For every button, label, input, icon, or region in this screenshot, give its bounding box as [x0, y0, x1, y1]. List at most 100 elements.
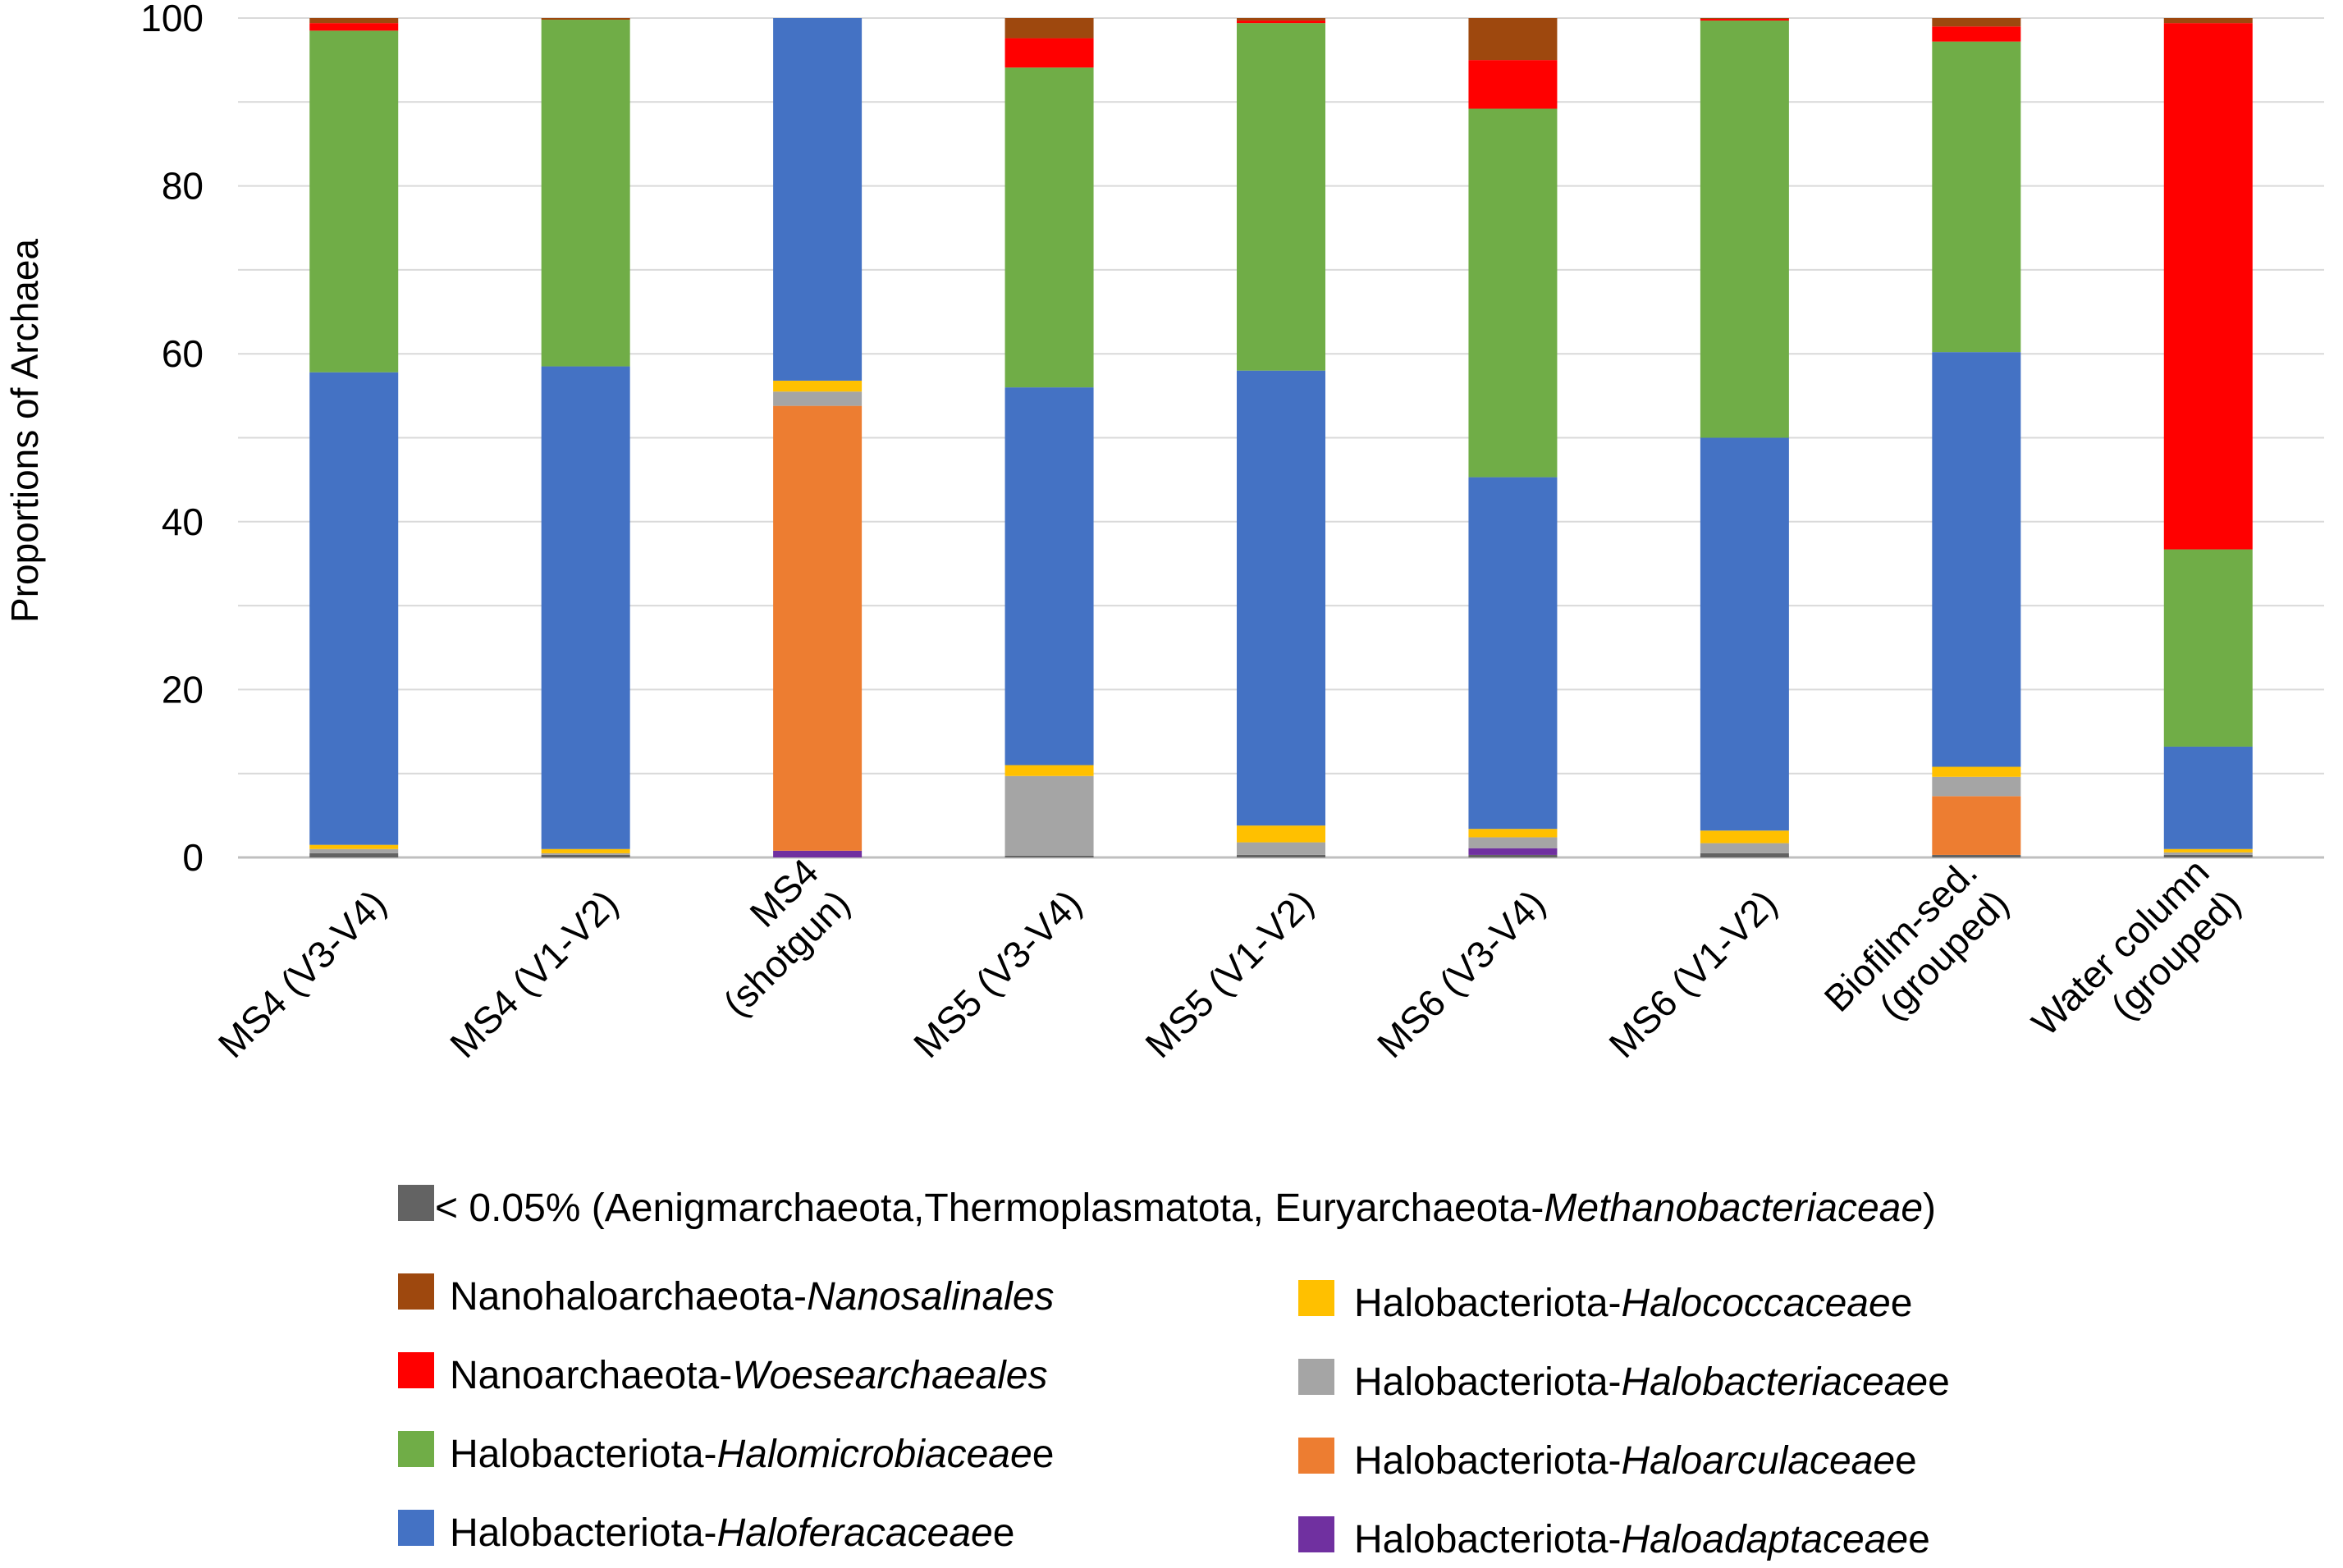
bar-segment-halococcaceae	[1237, 825, 1325, 843]
legend-item-haloarculaceae: Halobacteriota-Haloarculaceaee	[1298, 1438, 1917, 1483]
bar-segment-lt005	[1700, 853, 1789, 857]
bar-stack	[2163, 18, 2253, 857]
legend-item-halococcaceae: Halobacteriota-Halococcaceaee	[1298, 1280, 1912, 1325]
bar-segment-lt005	[2163, 854, 2253, 857]
x-category-label: MS4(shotgun)	[684, 850, 858, 1024]
legend: < 0.05% (Aenigmarchaeota,Thermoplasmatot…	[398, 1185, 1950, 1561]
y-axis-title: Proportions of Archaea	[3, 239, 46, 623]
bar-segment-woesearchaeales	[1700, 19, 1789, 21]
bar-segment-halomicrobiaceae	[1932, 41, 2021, 353]
bar-segment-halomicrobiaceae	[1700, 21, 1789, 438]
bar-segment-haloferacaceae	[1700, 437, 1789, 831]
y-tick-label: 80	[162, 165, 204, 208]
bar-segment-lt005	[1237, 854, 1325, 857]
bar-segment-halococcaceae	[2163, 848, 2253, 853]
bar-segment-nanosalinales	[2163, 18, 2253, 24]
y-tick-label: 100	[140, 0, 204, 39]
bar-segment-haloferacaceae	[541, 366, 630, 849]
bar-segment-haloferacaceae	[309, 372, 399, 845]
legend-item-halomicrobiaceae: Halobacteriota-Halomicrobiaceaee	[398, 1431, 1054, 1476]
x-category-label-line: MS5 (V1-V2)	[1137, 881, 1321, 1066]
legend-swatch	[398, 1185, 434, 1221]
bar-segment-halococcaceae	[541, 848, 630, 853]
bar-segment-halobacteriaceae	[541, 853, 630, 855]
x-axis-category-labels: MS4 (V3-V4) MS4 (V1-V2) MS4(shotgun) MS5 (V…	[210, 850, 2249, 1075]
legend-swatch	[398, 1273, 434, 1310]
bar-segment-haloferacaceae	[1468, 477, 1558, 830]
bar-stack	[541, 18, 630, 857]
x-category-label: MS5 (V3-V4)	[905, 881, 1090, 1066]
x-category-label: Biofilm-sed.(grouped)	[1816, 850, 2017, 1051]
y-tick-label: 0	[182, 836, 204, 879]
x-category-label: MS6 (V1-V2)	[1600, 881, 1785, 1066]
bar-segment-halomicrobiaceae	[2163, 549, 2253, 747]
bar-segment-halobacteriaceae	[2163, 852, 2253, 855]
y-tick-label: 40	[162, 501, 204, 543]
legend-label: < 0.05% (Aenigmarchaeota,Thermoplasmatot…	[435, 1186, 1936, 1230]
y-tick-label: 20	[162, 668, 204, 711]
legend-swatch	[1298, 1359, 1334, 1395]
legend-label: Halobacteriota-Halobacteriaceaee	[1354, 1360, 1950, 1404]
bar-segment-nanosalinales	[1700, 18, 1789, 20]
bar-stack	[1700, 18, 1789, 857]
bar-segment-haloadaptaceae	[1468, 848, 1558, 855]
bar-segment-woesearchaeales	[309, 23, 399, 31]
x-category-label: Water column(grouped)	[2024, 850, 2249, 1075]
bar-segment-halobacteriaceae	[1004, 775, 1094, 856]
bar-stacks	[309, 18, 2253, 857]
bar-segment-halobacteriaceae	[309, 848, 399, 853]
legend-swatch	[398, 1510, 434, 1546]
legend-label: Halobacteriota-Halococcaceaee	[1354, 1282, 1912, 1325]
x-category-label-line: MS4 (V3-V4)	[210, 881, 395, 1066]
legend-swatch	[398, 1352, 434, 1388]
bar-segment-nanosalinales	[541, 18, 630, 21]
legend-label: Halobacteriota-Haloferacaceaee	[450, 1511, 1014, 1555]
bar-segment-nanosalinales	[1932, 18, 2021, 27]
bar-segment-haloferacaceae	[773, 18, 863, 381]
bar-segment-halococcaceae	[1700, 830, 1789, 843]
bar-segment-halobacteriaceae	[1468, 837, 1558, 848]
bar-segment-woesearchaeales	[1004, 38, 1094, 68]
bar-segment-haloadaptaceae	[773, 850, 863, 857]
y-tick-label: 60	[162, 332, 204, 375]
legend-swatch	[1298, 1280, 1334, 1316]
legend-item-halobacteriaceae: Halobacteriota-Halobacteriaceaee	[1298, 1359, 1950, 1404]
bar-segment-halobacteriaceae	[1237, 842, 1325, 855]
legend-item-woesearchaeales: Nanoarchaeota-Woesearchaeales	[398, 1352, 1047, 1397]
legend-item-haloferacaceae: Halobacteriota-Haloferacaceaee	[398, 1510, 1014, 1555]
bar-segment-haloferacaceae	[1237, 370, 1325, 826]
bar-segment-nanosalinales	[1004, 18, 1094, 39]
bar-stack	[1932, 18, 2021, 857]
bar-segment-halomicrobiaceae	[1237, 23, 1325, 371]
x-category-label-line: MS6 (V1-V2)	[1600, 881, 1785, 1066]
x-category-label-line: MS6 (V3-V4)	[1369, 881, 1554, 1066]
bar-segment-haloferacaceae	[1004, 387, 1094, 766]
bar-segment-lt005	[1468, 854, 1558, 857]
bar-segment-halococcaceae	[773, 380, 863, 392]
legend-item-haloadaptaceae: Halobacteriota-Haloadaptaceaee	[1298, 1516, 1930, 1561]
bar-segment-haloferacaceae	[1932, 352, 2021, 767]
bar-stack	[309, 18, 399, 857]
bar-segment-woesearchaeales	[2163, 23, 2253, 550]
bar-segment-halobacteriaceae	[1932, 776, 2021, 797]
bar-segment-woesearchaeales	[1468, 60, 1558, 109]
bar-segment-lt005	[1004, 855, 1094, 857]
legend-label: Nanoarchaeota-Woesearchaeales	[450, 1354, 1047, 1397]
bar-segment-halococcaceae	[1932, 766, 2021, 777]
legend-swatch	[1298, 1516, 1334, 1552]
legend-label: Nanohaloarchaeota-Nanosalinales	[450, 1275, 1055, 1319]
bar-segment-lt005	[541, 854, 630, 857]
bar-segment-halomicrobiaceae	[1468, 108, 1558, 478]
bar-segment-halobacteriaceae	[773, 391, 863, 406]
y-axis-ticks: 0 20 40 60 80 100	[140, 0, 204, 879]
bar-stack	[1004, 18, 1094, 857]
bar-stack	[1468, 18, 1558, 857]
x-category-label: MS4 (V3-V4)	[210, 881, 395, 1066]
bar-segment-nanosalinales	[309, 18, 399, 24]
bar-segment-halomicrobiaceae	[541, 20, 630, 367]
x-category-label-line: MS5 (V3-V4)	[905, 881, 1090, 1066]
legend-label: Halobacteriota-Haloadaptaceaee	[1354, 1518, 1930, 1561]
bar-stack	[1237, 18, 1325, 857]
bar-segment-halomicrobiaceae	[1004, 67, 1094, 388]
